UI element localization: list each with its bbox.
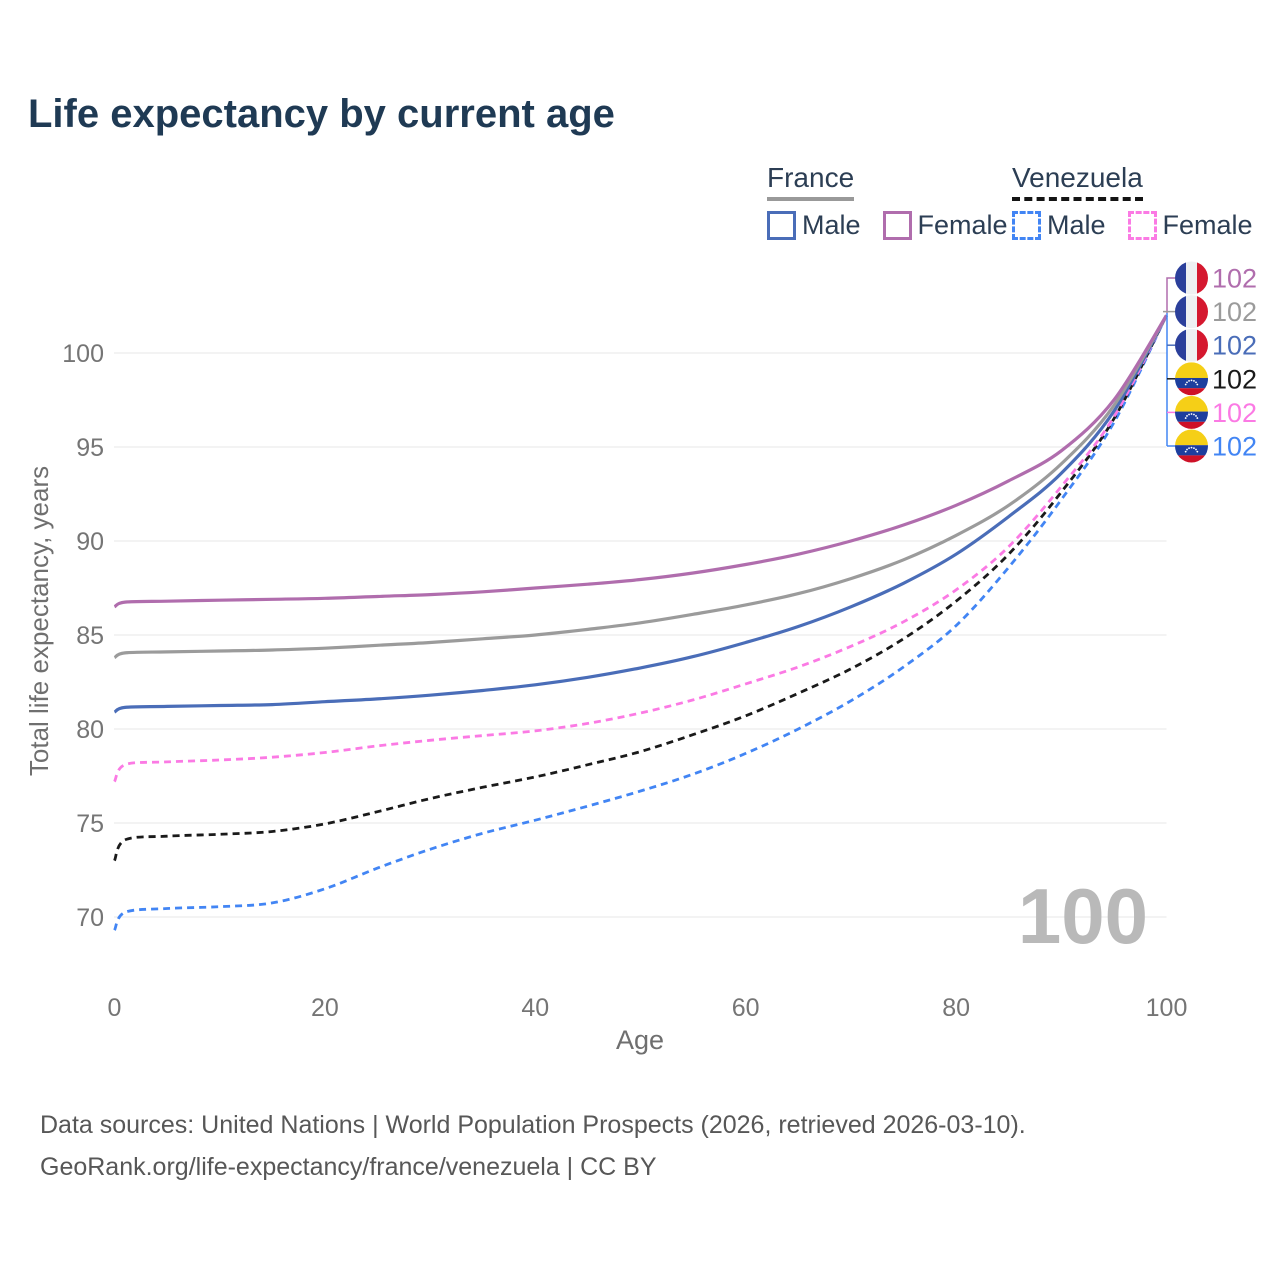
- legend-france-row: Male Female: [767, 210, 1030, 241]
- legend-france-female-label[interactable]: Female: [917, 210, 1008, 240]
- legend-group-venezuela: Venezuela Male Female: [1012, 162, 1275, 241]
- page-title: Life expectancy by current age: [28, 92, 615, 136]
- y-tick-label-80: 80: [76, 716, 104, 744]
- legend-venezuela-row: Male Female: [1012, 210, 1275, 241]
- series-line-venezuela[interactable]: [113, 314, 1168, 862]
- x-tick-label-60: 60: [732, 994, 760, 1022]
- series-line-france-female[interactable]: [113, 314, 1168, 609]
- y-tick-label-90: 90: [76, 528, 104, 556]
- series-line-venezuela-male[interactable]: [113, 314, 1168, 931]
- y-tick-label-95: 95: [76, 434, 104, 462]
- end-label-value: 102: [1212, 432, 1257, 462]
- x-tick-label-20: 20: [311, 994, 339, 1022]
- legend-venezuela-header[interactable]: Venezuela: [1012, 162, 1143, 201]
- flag-icon-venezuela: [1175, 395, 1208, 429]
- end-label-venezuela-female[interactable]: 102: [1175, 395, 1257, 430]
- legend-venezuela-male-swatch[interactable]: [1012, 211, 1041, 240]
- end-label-value: 102: [1212, 331, 1257, 361]
- end-label-value: 102: [1212, 264, 1257, 294]
- flag-icon-france: [1175, 328, 1208, 362]
- legend-group-france: France Male Female: [767, 162, 1030, 241]
- legend-france-header[interactable]: France: [767, 162, 855, 201]
- end-label-france[interactable]: 102: [1175, 295, 1257, 329]
- legend-venezuela-male-label[interactable]: Male: [1047, 210, 1106, 240]
- end-label-value: 102: [1212, 297, 1257, 327]
- y-tick-label-85: 85: [76, 622, 104, 650]
- end-label-value: 102: [1212, 398, 1257, 428]
- x-tick-label-100: 100: [1146, 994, 1188, 1022]
- legend-france-female-swatch[interactable]: [882, 211, 912, 240]
- legend-venezuela-female-swatch[interactable]: [1127, 211, 1157, 240]
- x-axis-title: Age: [616, 1025, 664, 1055]
- flag-icon-venezuela: [1175, 362, 1208, 396]
- x-tick-label-80: 80: [942, 994, 970, 1022]
- watermark-age-counter: 100: [1018, 872, 1148, 960]
- connector-france-female: [1166, 277, 1175, 313]
- end-label-value: 102: [1212, 364, 1257, 394]
- y-tick-label-70: 70: [76, 904, 104, 932]
- flag-icon-venezuela: [1175, 429, 1208, 463]
- y-tick-label-75: 75: [76, 810, 104, 838]
- end-label-venezuela[interactable]: 102: [1175, 362, 1257, 396]
- legend-france-male-label[interactable]: Male: [802, 210, 861, 240]
- series-line-france-male[interactable]: [113, 314, 1168, 714]
- series-line-venezuela-female[interactable]: [113, 314, 1168, 783]
- footer-sources: Data sources: United Nations | World Pop…: [40, 1111, 1026, 1139]
- legend-venezuela-female-label[interactable]: Female: [1162, 210, 1253, 240]
- end-label-france-male[interactable]: 102: [1175, 328, 1257, 362]
- legend-france-male-swatch[interactable]: [767, 211, 796, 240]
- y-tick-label-100: 100: [62, 340, 104, 368]
- flag-icon-france: [1175, 261, 1208, 295]
- x-tick-label-40: 40: [521, 994, 549, 1022]
- end-label-venezuela-male[interactable]: 102: [1175, 429, 1257, 464]
- series-line-france[interactable]: [113, 314, 1168, 660]
- x-tick-label-0: 0: [108, 994, 122, 1022]
- flag-icon-france: [1175, 295, 1208, 329]
- y-axis-title: Total life expectancy, years: [24, 466, 54, 776]
- end-label-france-female[interactable]: 102: [1175, 261, 1257, 295]
- footer: Data sources: United Nations | World Pop…: [40, 1104, 1026, 1188]
- footer-url: GeoRank.org/life-expectancy/france/venez…: [40, 1153, 657, 1181]
